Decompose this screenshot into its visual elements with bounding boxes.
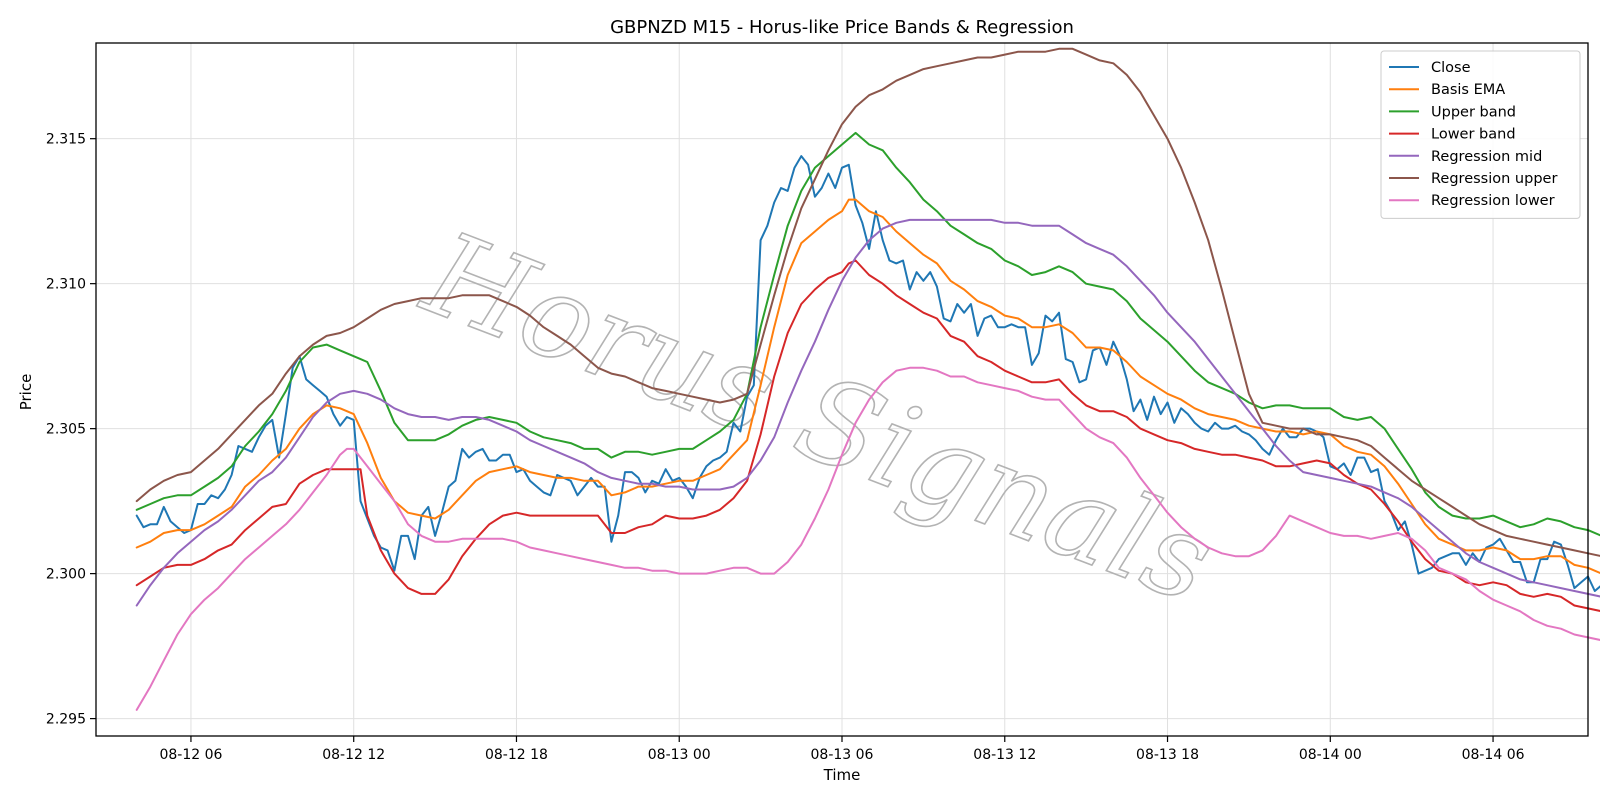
x-tick-label: 08-13 06 bbox=[811, 747, 874, 763]
x-tick-label: 08-14 00 bbox=[1299, 747, 1362, 763]
x-tick-label: 08-12 12 bbox=[322, 747, 385, 763]
series-line-upper-band bbox=[135, 131, 1600, 537]
y-tick-label: 2.295 bbox=[46, 712, 86, 728]
legend-label-regression-lower: Regression lower bbox=[1431, 193, 1555, 209]
x-tick-label: 08-12 06 bbox=[159, 747, 222, 763]
legend-label-regression-mid: Regression mid bbox=[1431, 149, 1542, 165]
y-tick-label: 2.305 bbox=[46, 422, 86, 438]
y-tick-label: 2.310 bbox=[46, 277, 86, 293]
legend-box bbox=[1380, 50, 1581, 219]
series-line-close bbox=[135, 155, 1600, 592]
series-line-basis-ema bbox=[135, 198, 1600, 575]
x-tick-label: 08-13 18 bbox=[1136, 747, 1199, 763]
legend-label-lower-band: Lower band bbox=[1431, 127, 1516, 143]
x-tick-label: 08-13 00 bbox=[648, 747, 711, 763]
legend: Close Basis EMA Upper band Lower band Regres… bbox=[1380, 50, 1581, 219]
y-tick-label: 2.300 bbox=[46, 567, 86, 583]
x-axis-label: Time bbox=[823, 766, 861, 784]
chart-title: GBPNZD M15 - Horus-like Price Bands & Re… bbox=[610, 17, 1074, 38]
series-line-regression-lower bbox=[135, 366, 1600, 711]
series-line-lower-band bbox=[135, 259, 1600, 612]
legend-label-close: Close bbox=[1431, 60, 1471, 76]
y-axis: 2.295 2.300 2.305 2.310 2.315 bbox=[46, 132, 96, 728]
x-tick-label: 08-12 18 bbox=[485, 747, 548, 763]
series-line-regression-upper bbox=[135, 47, 1600, 557]
y-tick-label: 2.315 bbox=[46, 132, 86, 148]
legend-label-basis-ema: Basis EMA bbox=[1431, 82, 1505, 98]
x-tick-label: 08-14 06 bbox=[1462, 747, 1525, 763]
legend-label-regression-upper: Regression upper bbox=[1431, 171, 1557, 187]
x-tick-label: 08-13 12 bbox=[973, 747, 1036, 763]
series-line-regression-mid bbox=[135, 218, 1600, 607]
y-axis-label: Price bbox=[17, 374, 35, 411]
legend-label-upper-band: Upper band bbox=[1431, 104, 1516, 120]
x-axis: 08-12 06 08-12 12 08-12 18 08-13 00 08-13 06… bbox=[159, 736, 1525, 763]
series-layer bbox=[135, 47, 1600, 711]
